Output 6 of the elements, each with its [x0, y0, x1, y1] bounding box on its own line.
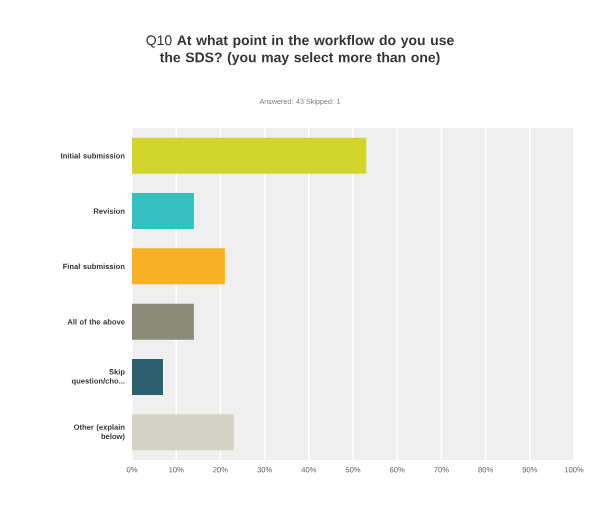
bar — [132, 414, 234, 451]
bar — [132, 359, 163, 396]
bar — [132, 303, 194, 340]
bar — [132, 137, 367, 174]
bar — [132, 193, 194, 230]
bar — [132, 248, 225, 285]
